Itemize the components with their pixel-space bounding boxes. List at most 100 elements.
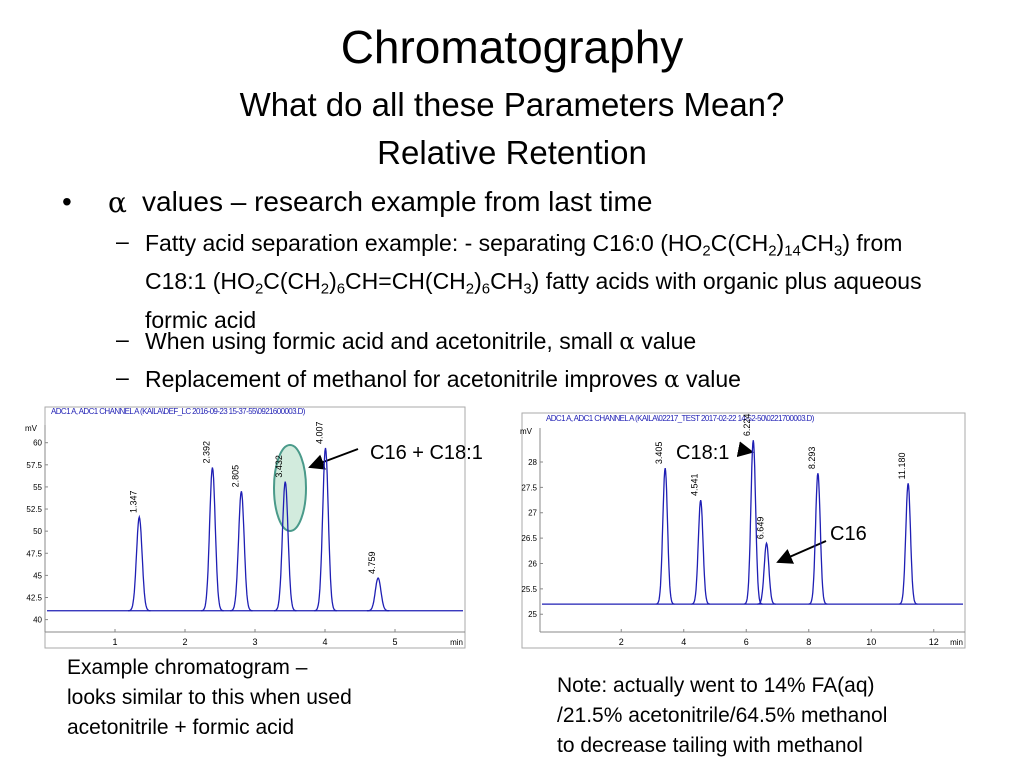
peak	[201, 467, 224, 612]
peak-label: 3.405	[654, 442, 664, 465]
x-tick-label: 12	[929, 637, 939, 647]
y-tick-label: 28	[528, 458, 537, 467]
text-run: CH=CH(CH	[345, 268, 466, 295]
text-run: CH	[800, 230, 835, 256]
chart-header: ADC1 A, ADC1 CHANNEL A (KAILA\02217_TEST…	[546, 414, 815, 423]
caption: acetonitrile + formic acid	[67, 716, 295, 739]
peak-label: 2.392	[201, 441, 211, 464]
y-tick-label: 26	[528, 559, 537, 568]
text-run: α	[619, 329, 635, 355]
dash: –	[116, 326, 129, 352]
subtitle: Relative Retention	[377, 134, 647, 171]
x-tick-label: 8	[806, 637, 811, 647]
subscript: 2	[465, 280, 475, 298]
subscript: 6	[481, 280, 491, 298]
x-tick-label: 6	[744, 637, 749, 647]
caption: Example chromatogram –	[67, 656, 308, 679]
chart-header: ADC1 A, ADC1 CHANNEL A (KAILA\DEF_LC 201…	[51, 407, 306, 416]
y-tick-label: 27	[528, 509, 537, 518]
peak-label: 2.805	[230, 465, 240, 488]
annotation: C16 + C18:1	[370, 442, 483, 464]
peak-label: 3.432	[274, 455, 284, 478]
x-tick-label: 5	[392, 637, 397, 647]
peak-label: 6.224	[742, 414, 752, 437]
caption: /21.5% acetonitrile/64.5% methanol	[557, 704, 888, 727]
sub-bullet-text: When using formic acid and acetonitrile,…	[145, 326, 945, 358]
subtitle: What do all these Parameters Mean?	[239, 86, 785, 123]
peak-label: 4.007	[314, 421, 324, 444]
peak-label: 4.759	[367, 552, 377, 575]
y-axis-label: mV	[25, 424, 38, 433]
y-tick-label: 27.5	[521, 483, 537, 492]
subscript: 2	[702, 242, 711, 260]
subscript: 2	[768, 242, 777, 260]
peak	[898, 483, 918, 605]
y-tick-label: 25	[528, 610, 537, 619]
annotation: C16	[830, 523, 867, 545]
peak	[314, 447, 337, 612]
x-tick-label: 3	[252, 637, 257, 647]
text-run: )	[776, 230, 785, 256]
text-run: C(CH	[263, 268, 321, 295]
subscript: 2	[254, 280, 264, 298]
sub-bullet-text: Replacement of methanol for acetonitrile…	[145, 364, 945, 396]
peak-label: 1.347	[128, 490, 138, 513]
highlight	[273, 444, 307, 532]
peak	[274, 481, 297, 612]
subscript: 3	[523, 280, 532, 298]
y-tick-label: 42.5	[26, 594, 42, 603]
peak-label: 8.293	[807, 447, 817, 470]
text-run: Replacement of methanol for acetonitrile…	[145, 366, 665, 392]
text-run: )	[329, 268, 337, 295]
arrow	[736, 441, 754, 458]
text-run: CH	[490, 268, 524, 295]
text-run: When using formic acid and acetonitrile,…	[145, 328, 620, 354]
text-run: value	[679, 366, 741, 392]
y-tick-label: 60	[33, 439, 42, 448]
dash: –	[116, 364, 129, 390]
caption: looks similar to this when used	[67, 686, 352, 709]
y-tick-label: 50	[33, 527, 42, 536]
caption: to decrease tailing with methanol	[557, 734, 863, 757]
y-tick-label: 25.5	[521, 585, 537, 594]
title: Chromatography	[340, 21, 684, 73]
y-tick-label: 55	[33, 483, 42, 492]
text-run: value	[634, 328, 697, 354]
text-run: ) fatty acids with organic plus aqueous …	[145, 268, 922, 333]
y-tick-label: 47.5	[26, 549, 42, 558]
y-tick-label: 45	[33, 571, 42, 580]
y-tick-label: 26.5	[521, 534, 537, 543]
sub-bullet-text: Fatty acid separation example: - separat…	[145, 228, 945, 336]
peak-label: 11.180	[897, 452, 907, 479]
arrow	[308, 448, 359, 470]
text-run: C(CH	[710, 230, 769, 256]
x-tick-label: 4	[681, 637, 686, 647]
subscript: 14	[784, 242, 801, 260]
peak	[366, 576, 390, 612]
peak-label: 6.649	[756, 517, 766, 540]
text-run: Fatty acid separation example: - separat…	[145, 230, 703, 256]
x-tick-label: 4	[322, 637, 327, 647]
y-tick-label: 52.5	[26, 505, 42, 514]
subscript: 6	[336, 280, 346, 298]
text-run: )	[474, 268, 482, 295]
y-tick-label: 40	[33, 616, 42, 625]
alpha: α	[108, 186, 127, 219]
peak	[230, 491, 253, 612]
x-tick-label: 2	[619, 637, 624, 647]
peak	[743, 440, 763, 605]
peak	[691, 499, 711, 605]
caption: Note: actually went to 14% FA(aq)	[557, 674, 875, 697]
text-run: ) from C18:1 (HO	[145, 230, 903, 295]
subscript: 3	[834, 242, 843, 260]
peak	[808, 473, 828, 605]
text-run: α	[664, 367, 680, 393]
x-tick-label: 2	[182, 637, 187, 647]
y-tick-label: 57.5	[26, 461, 42, 470]
x-tick-label: 1	[112, 637, 117, 647]
peak	[757, 541, 777, 605]
annotation: C18:1	[676, 442, 729, 464]
x-axis-label: min	[450, 638, 463, 647]
peak	[128, 514, 151, 612]
